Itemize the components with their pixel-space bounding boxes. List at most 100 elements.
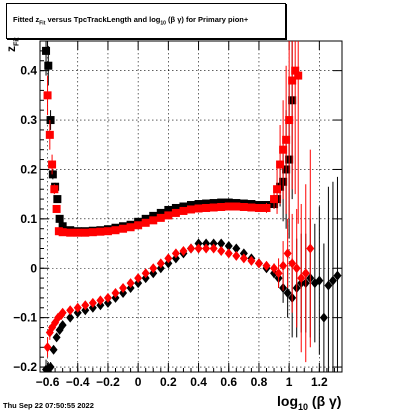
data-point — [179, 202, 188, 211]
data-point — [209, 243, 218, 254]
data-point — [217, 198, 226, 207]
data-point — [50, 185, 59, 194]
data-point — [66, 305, 75, 316]
data-point — [52, 204, 61, 213]
y-tick-label: −0.1 — [13, 311, 37, 325]
data-point — [247, 203, 256, 212]
data-point — [179, 206, 188, 215]
y-axis-label: zFit — [4, 37, 21, 52]
x-tick-label: 0.6 — [220, 375, 237, 389]
data-point — [262, 203, 271, 212]
data-point — [88, 228, 97, 237]
data-point — [156, 213, 165, 222]
data-point — [81, 228, 90, 237]
data-point — [103, 292, 112, 303]
data-point — [273, 185, 282, 194]
data-point — [73, 228, 82, 237]
x-tick-label: 0.2 — [160, 375, 177, 389]
data-point — [254, 203, 263, 212]
data-point — [48, 160, 57, 169]
data-point — [279, 260, 288, 271]
data-point — [66, 228, 75, 237]
data-point — [262, 260, 271, 271]
data-point — [283, 248, 292, 259]
x-tick-label: 0.4 — [190, 375, 207, 389]
data-point — [43, 342, 52, 353]
x-tick-label: 1 — [286, 375, 293, 389]
data-point — [276, 160, 285, 169]
data-point — [202, 203, 211, 212]
data-point — [164, 205, 173, 214]
x-axis-label: log10 (β γ) — [277, 393, 342, 412]
data-point — [232, 243, 241, 254]
data-point — [270, 195, 279, 204]
y-tick-label: 0.2 — [20, 162, 37, 176]
data-point — [270, 263, 279, 274]
y-tick-label: 0.3 — [20, 113, 37, 127]
data-point — [232, 250, 241, 261]
data-point — [194, 243, 203, 254]
data-point — [202, 243, 211, 254]
data-point — [43, 91, 52, 100]
data-point — [239, 253, 248, 264]
data-point — [285, 116, 294, 125]
data-point — [217, 245, 226, 256]
data-point — [88, 297, 97, 308]
data-point — [254, 258, 263, 269]
data-point — [96, 227, 105, 236]
data-point — [149, 216, 158, 225]
data-point — [232, 202, 241, 211]
y-tick-label: 0.1 — [20, 212, 37, 226]
data-point — [179, 245, 188, 256]
data-point — [126, 223, 135, 232]
data-point — [279, 145, 288, 154]
data-point — [149, 263, 158, 274]
data-point — [187, 243, 195, 254]
data-point — [209, 199, 218, 208]
data-point — [149, 211, 158, 220]
data-point — [294, 71, 303, 80]
data-point — [306, 243, 315, 254]
data-point — [282, 135, 291, 144]
data-layer — [42, 41, 342, 372]
data-point — [96, 295, 105, 306]
data-point — [111, 226, 120, 235]
data-point — [134, 273, 143, 284]
data-point — [156, 258, 165, 269]
chart-title: Fitted zFit versus TpcTrackLength and lo… — [13, 15, 249, 27]
data-point — [209, 203, 218, 212]
data-point — [187, 201, 195, 210]
x-tick-label: −0.2 — [96, 375, 120, 389]
data-point — [164, 253, 173, 264]
data-point — [53, 195, 62, 204]
data-point — [239, 202, 248, 211]
x-tick-label: 0.8 — [251, 375, 268, 389]
data-point — [283, 287, 292, 298]
y-tick-label: −0.2 — [13, 360, 37, 374]
x-tick-label: 0 — [135, 375, 142, 389]
y-tick-label: 0 — [30, 261, 37, 275]
data-point — [292, 263, 301, 274]
data-point — [224, 202, 233, 211]
data-point — [49, 344, 58, 355]
data-point — [58, 228, 67, 237]
data-point — [46, 362, 55, 372]
data-point — [315, 275, 324, 286]
data-point — [48, 170, 57, 179]
data-point — [134, 221, 143, 230]
data-point — [217, 202, 226, 211]
data-point — [194, 200, 203, 209]
data-point — [45, 130, 54, 139]
data-point — [42, 46, 51, 55]
data-point — [126, 278, 135, 289]
data-point — [187, 205, 195, 214]
data-point — [119, 224, 128, 233]
data-point — [164, 211, 173, 220]
data-point — [103, 227, 112, 236]
data-point — [156, 208, 165, 217]
footer-timestamp: Thu Sep 22 07:50:55 2022 — [3, 401, 94, 410]
chart-title-box: Fitted zFit versus TpcTrackLength and lo… — [6, 3, 286, 39]
data-point — [224, 248, 233, 259]
